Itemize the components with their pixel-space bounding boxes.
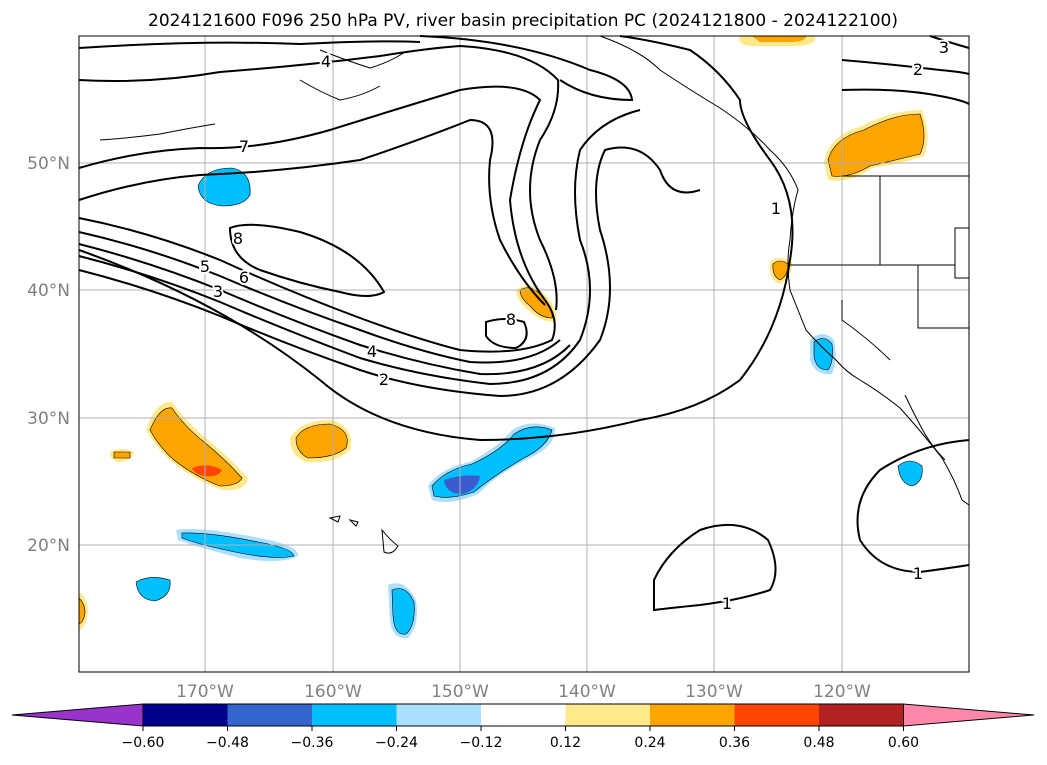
colorbar-tick-label: 0.48 [803, 735, 834, 751]
contour-label: 3 [213, 282, 223, 301]
lon-label: 140°W [558, 682, 616, 702]
contour-label: 2 [913, 60, 923, 79]
lat-label: 40°N [27, 281, 70, 301]
lon-label: 160°W [304, 682, 362, 702]
latitude-labels: 50°N 40°N 30°N 20°N [27, 154, 70, 556]
contour-label: 1 [913, 564, 923, 583]
colorbar-ticks: −0.60 −0.48 −0.36 −0.24 −0.12 0.12 0.24 0.36 0.4… [122, 726, 919, 751]
colorbar-segment [650, 704, 735, 726]
graticule [79, 36, 969, 672]
colorbar-tick-label: −0.36 [291, 735, 334, 751]
contour-label: 4 [367, 342, 377, 361]
contour-label: 7 [239, 137, 249, 156]
colorbar-tick-label: −0.48 [206, 735, 249, 751]
coastlines [99, 35, 970, 554]
contour-label: 4 [321, 52, 331, 71]
pv-contours [78, 35, 970, 612]
colorbar-frame [142, 703, 904, 727]
colorbar-tick-label: 0.24 [634, 735, 665, 751]
colorbar-segment [143, 704, 228, 726]
colorbar-tick-label: 0.60 [888, 735, 919, 751]
contour-label: 1 [722, 594, 732, 613]
pv-contour-labels: 4 7 8 5 6 3 4 2 8 1 2 3 1 1 [198, 36, 951, 615]
colorbar-segments [11, 703, 1035, 727]
lon-label: 170°W [176, 682, 234, 702]
colorbar-segment [819, 704, 904, 726]
contour-label: 5 [200, 257, 210, 276]
contour-label: 6 [239, 268, 249, 287]
colorbar-extend-min [11, 703, 144, 727]
contour-label: 8 [233, 229, 243, 248]
colorbar-segment [565, 704, 651, 726]
colorbar-tick-label: 0.36 [719, 735, 750, 751]
lon-label: 120°W [813, 682, 871, 702]
lon-label: 130°W [685, 682, 743, 702]
contour-label: 8 [506, 310, 516, 329]
colorbar-tick-label: −0.12 [460, 735, 503, 751]
map-area: 4 7 8 5 6 3 4 2 8 1 2 3 1 1 [78, 35, 970, 673]
colorbar-segment [481, 704, 566, 726]
lat-label: 30°N [27, 409, 70, 429]
colorbar-tick-label: −0.60 [122, 735, 165, 751]
colorbar-segment [312, 704, 397, 726]
colorbar-tick-label: −0.24 [375, 735, 418, 751]
colorbar-tick-label: 0.12 [550, 735, 581, 751]
colorbar-segment [396, 704, 482, 726]
precip-positive-anomalies [78, 36, 928, 630]
colorbar-segment [734, 704, 820, 726]
map-title: 2024121600 F096 250 hPa PV, river basin … [148, 11, 898, 31]
contour-label: 3 [939, 38, 949, 57]
colorbar-segment [227, 704, 313, 726]
contour-label: 1 [771, 199, 781, 218]
colorbar-extend-max [903, 703, 1035, 727]
lat-label: 50°N [27, 154, 70, 174]
lon-label: 150°W [431, 682, 489, 702]
colorbar: −0.60 −0.48 −0.36 −0.24 −0.12 0.12 0.24 0.36 0.4… [11, 703, 1035, 751]
lat-label: 20°N [27, 536, 70, 556]
longitude-labels: 170°W 160°W 150°W 140°W 130°W 120°W [176, 682, 871, 702]
contour-label: 2 [379, 370, 389, 389]
